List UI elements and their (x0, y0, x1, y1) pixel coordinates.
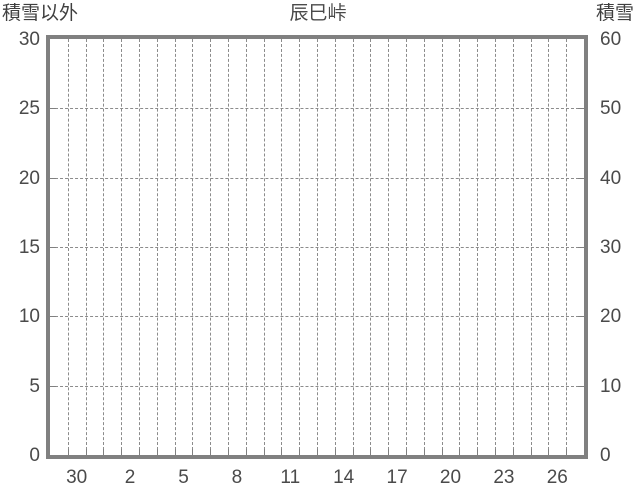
x-tick-label: 30 (66, 467, 88, 488)
x-tick-mark (263, 449, 265, 455)
x-tick-mark (317, 449, 318, 455)
y-tick-label-left: 25 (18, 98, 40, 120)
x-tick-mark (299, 449, 301, 455)
x-tick-label: 26 (546, 467, 568, 488)
x-tick-label: 20 (439, 467, 462, 488)
x-tick-mark (281, 449, 283, 455)
horizontal-gridline (50, 316, 584, 318)
x-tick-mark (370, 449, 372, 455)
horizontal-gridline (50, 247, 584, 248)
x-tick-mark (210, 449, 212, 455)
x-tick-label: 2 (124, 467, 136, 488)
x-tick-mark (441, 449, 443, 455)
left-axis-caption: 積雪以外 (2, 3, 79, 24)
x-tick-mark (334, 449, 336, 455)
y-tick-mark-left (50, 108, 56, 110)
horizontal-gridline (50, 385, 584, 387)
x-tick-label: 8 (231, 467, 243, 488)
x-tick-label: 11 (280, 467, 301, 488)
y-tick-label-right: 10 (600, 375, 622, 397)
y-tick-label-right: 30 (600, 237, 622, 258)
y-tick-label-left: 0 (29, 445, 40, 466)
x-tick-label: 23 (493, 467, 515, 488)
y-tick-label-right: 40 (600, 167, 622, 189)
x-tick-mark (406, 449, 407, 455)
horizontal-gridline (50, 177, 584, 179)
y-tick-mark-right (578, 108, 584, 110)
y-tick-label-left: 10 (18, 306, 40, 328)
y-tick-label-right: 20 (600, 306, 622, 328)
x-tick-mark (512, 449, 514, 455)
y-tick-mark-left (50, 247, 56, 248)
plot-area (46, 35, 588, 459)
y-tick-mark-right (578, 316, 584, 318)
x-tick-mark (192, 449, 194, 455)
y-tick-label-right: 60 (600, 29, 622, 50)
y-tick-label-right: 0 (600, 445, 611, 466)
y-tick-mark-right (578, 177, 584, 179)
x-tick-mark (548, 449, 550, 455)
y-tick-mark-right (578, 385, 584, 387)
x-tick-mark (495, 449, 496, 455)
y-tick-label-left: 15 (18, 237, 40, 258)
x-tick-mark (156, 449, 158, 455)
y-tick-mark-left (50, 177, 56, 179)
horizontal-gridline (50, 108, 584, 110)
x-tick-mark (67, 449, 69, 455)
x-tick-mark (352, 449, 354, 455)
x-tick-mark (228, 449, 229, 455)
x-tick-mark (139, 449, 140, 455)
x-tick-mark (477, 449, 479, 455)
x-tick-mark (530, 449, 532, 455)
x-tick-label: 17 (386, 467, 408, 488)
plot-inner (50, 39, 584, 455)
x-tick-label: 14 (333, 467, 355, 488)
x-tick-mark (423, 449, 425, 455)
x-tick-mark (174, 449, 176, 455)
chart-title: 辰巳峠 (289, 3, 347, 24)
y-tick-label-right: 50 (600, 98, 622, 120)
y-tick-mark-right (578, 247, 584, 248)
y-tick-label-left: 30 (18, 29, 40, 50)
y-tick-mark-left (50, 385, 56, 387)
x-tick-mark (121, 449, 123, 455)
x-tick-label: 5 (178, 467, 189, 488)
x-tick-mark (566, 449, 568, 455)
y-tick-label-left: 20 (18, 167, 40, 189)
right-axis-caption: 積雪 (595, 3, 634, 24)
x-tick-mark (245, 449, 247, 455)
x-tick-mark (459, 449, 461, 455)
x-tick-mark (85, 449, 87, 455)
x-tick-mark (388, 449, 390, 455)
y-tick-mark-left (50, 316, 56, 318)
y-tick-label-left: 5 (29, 375, 40, 397)
x-tick-mark (103, 449, 105, 455)
